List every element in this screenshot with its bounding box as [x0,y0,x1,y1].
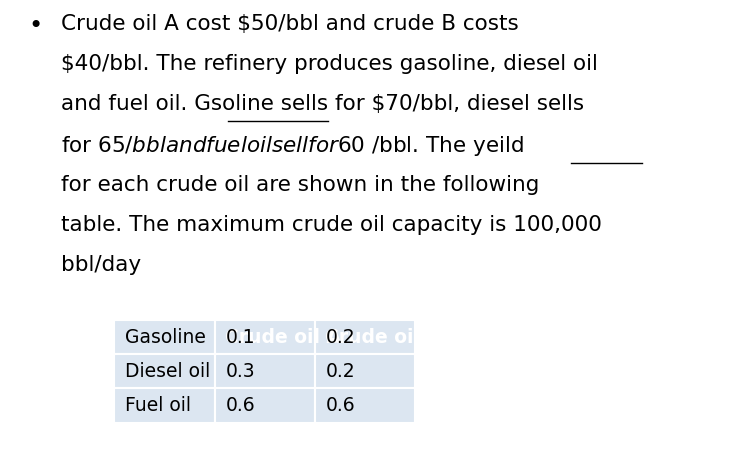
FancyBboxPatch shape [315,388,415,423]
Text: Crude oil B: Crude oil B [326,328,441,346]
FancyBboxPatch shape [115,388,215,423]
FancyBboxPatch shape [215,354,315,388]
FancyBboxPatch shape [115,320,215,354]
FancyBboxPatch shape [315,320,415,354]
Text: 0.3: 0.3 [226,362,255,381]
Text: table. The maximum crude oil capacity is 100,000: table. The maximum crude oil capacity is… [61,215,602,235]
Text: for each crude oil are shown in the following: for each crude oil are shown in the foll… [61,175,539,195]
Text: and fuel oil. Gsoline sells for $70/bbl, diesel sells: and fuel oil. Gsoline sells for $70/bbl,… [61,94,584,114]
Text: 0.1: 0.1 [226,328,255,346]
Text: $40/bbl. The refinery produces gasoline, diesel oil: $40/bbl. The refinery produces gasoline,… [61,54,598,74]
FancyBboxPatch shape [215,388,315,423]
Text: for $65/bbl and fuel oil sell for $60 /bbl. The yeild: for $65/bbl and fuel oil sell for $60 /b… [61,134,523,159]
Text: •: • [29,14,43,38]
Text: 0.2: 0.2 [326,328,355,346]
Text: 0.2: 0.2 [326,362,355,381]
FancyBboxPatch shape [315,354,415,388]
FancyBboxPatch shape [315,320,415,354]
FancyBboxPatch shape [215,320,315,354]
Text: Gasoline: Gasoline [125,328,206,346]
Text: 0.6: 0.6 [226,396,255,415]
Text: Crude oil A cost $50/bbl and crude B costs: Crude oil A cost $50/bbl and crude B cos… [61,14,519,34]
FancyBboxPatch shape [215,320,315,354]
Text: Crude oil A: Crude oil A [226,328,341,346]
FancyBboxPatch shape [115,354,215,388]
Text: Diesel oil: Diesel oil [125,362,210,381]
Text: bbl/day: bbl/day [61,255,141,275]
FancyBboxPatch shape [115,320,215,354]
Text: Fuel oil: Fuel oil [125,396,191,415]
Text: 0.6: 0.6 [326,396,355,415]
